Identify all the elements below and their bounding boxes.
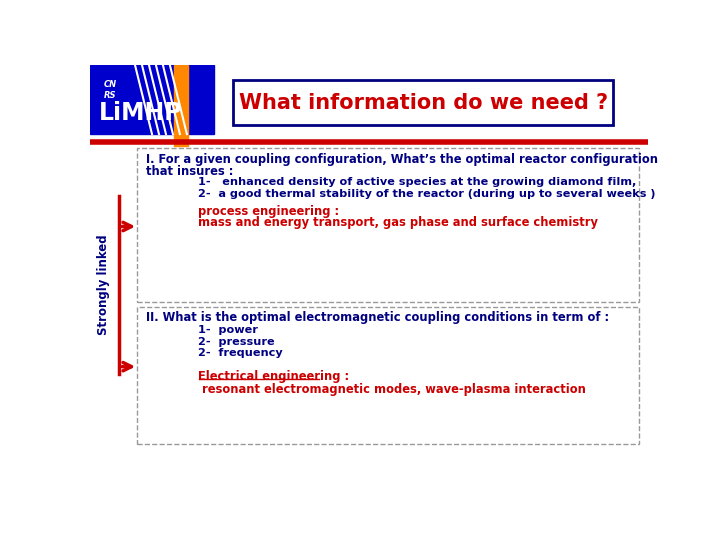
Text: Electrical engineering :: Electrical engineering : [199,370,350,383]
Text: process engineering :: process engineering : [199,205,340,218]
Bar [90,65,214,134]
Bar [233,80,613,125]
Text: CN
RS: CN RS [104,80,117,99]
Text: resonant electromagnetic modes, wave-plasma interaction: resonant electromagnetic modes, wave-pla… [199,383,586,396]
Bar [137,307,639,444]
Text: 1-   enhanced density of active species at the growing diamond film,: 1- enhanced density of active species at… [199,177,637,187]
Text: LiMHP: LiMHP [99,101,183,125]
Bar [174,65,188,146]
Text: I. For a given coupling configuration, What’s the optimal reactor configuration: I. For a given coupling configuration, W… [145,153,658,166]
Text: Strongly linked: Strongly linked [97,234,110,335]
Text: 2-  a good thermal stability of the reactor (during up to several weeks ): 2- a good thermal stability of the react… [199,189,656,199]
Text: 1-  power: 1- power [199,325,258,335]
Text: mass and energy transport, gas phase and surface chemistry: mass and energy transport, gas phase and… [199,217,598,230]
Text: 2-  frequency: 2- frequency [199,348,283,358]
Text: that insures :: that insures : [145,165,233,178]
Bar [137,148,639,302]
Text: II. What is the optimal electromagnetic coupling conditions in term of :: II. What is the optimal electromagnetic … [145,311,609,324]
Text: What information do we need ?: What information do we need ? [239,92,608,112]
Text: 2-  pressure: 2- pressure [199,336,275,347]
